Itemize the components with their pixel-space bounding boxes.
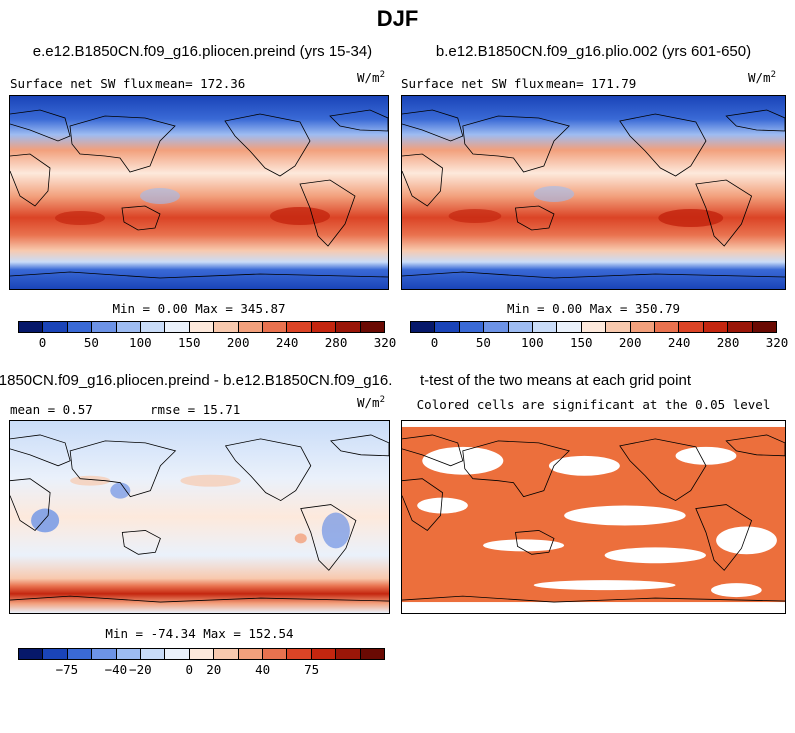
colorbar-swatch [43,322,68,332]
colorbar-tick-label: 0 [38,335,47,350]
colorbar-swatch [581,322,607,332]
colorbar-tick-label: 0 [185,662,194,677]
colorbar-swatch [141,322,166,332]
colorbar-swatch [238,322,264,332]
colorbar-swatch [311,649,337,659]
colorbar-swatch [165,322,190,332]
colorbar-swatch [43,649,68,659]
panel3-colorbar: −75 −40 −20 0 20 40 75 [18,648,385,678]
colorbar-swatch [679,322,704,332]
colorbar-swatch [484,322,509,332]
colorbar-swatch [67,322,93,332]
colorbar-tick-label: 280 [716,335,740,350]
colorbar-swatch [630,322,656,332]
colorbar-swatch [19,322,44,332]
colorbar-swatch [67,649,93,659]
colorbar-tick-label: 100 [521,335,544,350]
colorbar-swatch [655,322,680,332]
panel2-field [402,96,785,289]
colorbar-swatch [92,322,117,332]
panel1-subtitle: Surface net SW flux [10,76,153,91]
colorbar-swatch [703,322,729,332]
panel2-title: b.e12.B1850CN.f09_g16.plio.002 (yrs 601-… [435,43,752,60]
colorbar-tick-label: 40 [255,662,271,677]
panel4-subtitle: Colored cells are significant at the 0.0… [416,397,771,412]
colorbar-tick-label: 150 [177,335,201,350]
colorbar-swatch [263,322,288,332]
panel3-field [10,421,389,613]
colorbar-tick-label: 280 [324,335,348,350]
colorbar-swatch [214,322,239,332]
colorbar-tick-label: 320 [765,335,789,350]
colorbar-tick-label: −20 [129,662,152,677]
colorbar-swatch [189,322,215,332]
colorbar-swatch [287,322,312,332]
colorbar-tick-label: 0 [430,335,439,350]
colorbar-tick-label: 200 [618,335,642,350]
colorbar-swatch [238,649,264,659]
colorbar-swatch [728,322,753,332]
colorbar-tick-label: 150 [569,335,593,350]
colorbar-swatch [459,322,485,332]
colorbar-swatch [116,649,142,659]
colorbar-swatch [360,322,385,332]
colorbar-swatch [606,322,631,332]
panel1-mean: mean= 172.36 [155,76,246,91]
panel1-title: e.e12.B1850CN.f09_g16.pliocen.preind (yr… [32,43,373,60]
panel2-map [401,95,786,290]
panel2-colorbar: 0 50 100 150 200 240 280 320 [410,321,788,351]
colorbar-tick-label: 240 [667,335,691,350]
colorbar-tick-label: 50 [83,335,99,350]
colorbar-tick-label: 75 [304,662,320,677]
colorbar-swatch [116,322,142,332]
colorbar-swatch [141,649,166,659]
panel1-map [9,95,389,290]
colorbar-tick-label: 100 [129,335,152,350]
colorbar-swatch [435,322,460,332]
colorbar-swatch [557,322,582,332]
panel3-rmse: rmse = 15.71 [150,402,241,417]
panel3-mean: mean = 0.57 [10,402,93,417]
colorbar-swatch [263,649,288,659]
panel3-title-clip: e.e12.B1850CN.f09_g16.pliocen.preind - b… [0,372,392,389]
figure-title: DJF [376,6,419,31]
panel1-field [10,96,388,289]
panel2-subtitle: Surface net SW flux [401,76,544,91]
panel2-mean: mean= 171.79 [546,76,637,91]
colorbar-swatch [214,649,239,659]
colorbar-swatch [189,649,215,659]
colorbar-tick-label: −40 [104,662,128,677]
panel3-map [9,420,390,614]
colorbar-swatch [336,649,361,659]
colorbar-swatch [533,322,558,332]
colorbar-swatch [411,322,436,332]
panel2-stats: Min = 0.00 Max = 350.79 [506,301,681,316]
colorbar-swatch [165,649,190,659]
colorbar-tick-label: 200 [226,335,250,350]
colorbar-tick-label: 320 [373,335,397,350]
panel1-colorbar: 0 50 100 150 200 240 280 320 [18,321,396,351]
colorbar-tick-label: 50 [475,335,491,350]
panel3-title: e.e12.B1850CN.f09_g16.pliocen.preind - b… [0,372,392,389]
panel1-stats: Min = 0.00 Max = 345.87 [112,301,286,316]
colorbar-swatch [360,649,385,659]
colorbar-swatch [287,649,312,659]
colorbar-tick-label: 240 [275,335,299,350]
colorbar-swatch [92,649,117,659]
panel4-map [401,420,786,614]
panel1-units: W/m2 [357,70,385,86]
colorbar-tick-label: 20 [206,662,222,677]
panel4-field [402,421,785,613]
panel3-stats: Min = -74.34 Max = 152.54 [105,626,294,641]
colorbar-swatch [508,322,534,332]
panel4-title: t-test of the two means at each grid poi… [420,372,691,389]
panel3-units: W/m2 [357,395,385,411]
colorbar-swatch [752,322,777,332]
panel2-units: W/m2 [748,70,776,86]
colorbar-swatch [336,322,361,332]
colorbar-swatch [311,322,337,332]
colorbar-swatch [19,649,44,659]
colorbar-tick-label: −75 [55,662,79,677]
